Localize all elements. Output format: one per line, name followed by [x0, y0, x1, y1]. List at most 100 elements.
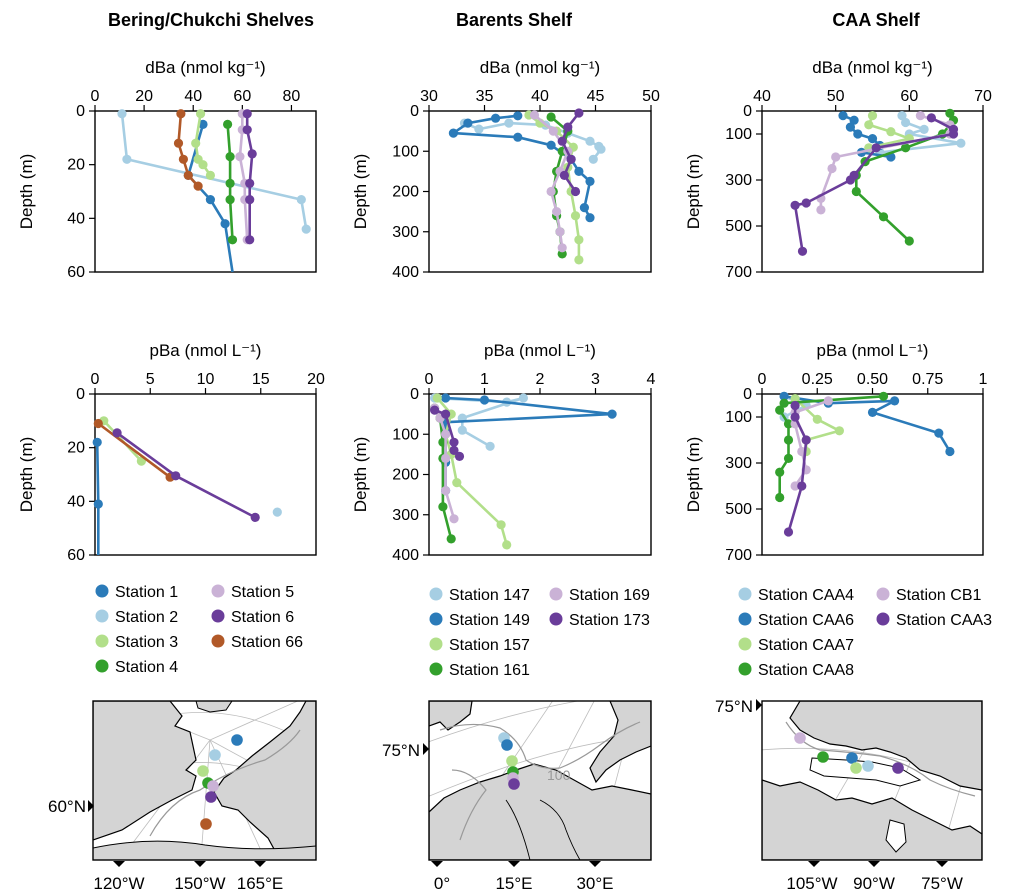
profile-panel-col1-dba: 0 20 40 60 80 0 20 40 60 dBa (nmol kg⁻¹) Depth (m)	[17, 58, 317, 281]
legend-label-station-149: Station 149	[449, 612, 530, 629]
data-point-station-149	[479, 395, 490, 405]
data-point-station-147	[596, 144, 606, 154]
legend-label-station-caa3: Station CAA3	[896, 612, 992, 629]
data-point-station-3	[198, 160, 208, 170]
x-tick-label: 0	[91, 88, 100, 105]
legend-label-station-caa4: Station CAA4	[758, 587, 854, 604]
legend-marker-station-157	[429, 637, 443, 651]
legend-marker-station-caa8	[738, 662, 752, 676]
y-tick-label: 0	[410, 386, 419, 403]
data-point-station-4	[225, 152, 235, 162]
shelf-contour	[785, 721, 976, 797]
data-point-station-4	[225, 195, 235, 205]
profile-panel-col3-pba: 0 0.25 0.50 0.75 1 0 100 300 500 700 pBa (nmol L⁻¹…	[684, 341, 988, 564]
y-tick-label: 400	[392, 264, 419, 281]
series-group	[430, 393, 617, 550]
legend-label-station-161: Station 161	[449, 662, 530, 679]
data-point-station-caa8	[775, 492, 785, 503]
data-point-station-cb1	[827, 163, 837, 174]
data-point-station-149	[448, 128, 458, 138]
data-point-station-66	[178, 154, 188, 164]
y-tick-label: 100	[392, 143, 419, 160]
data-point-station-5	[235, 152, 245, 162]
data-point-station-6	[245, 195, 255, 205]
legend-marker-station-149	[429, 612, 443, 626]
legend-marker-station-caa3	[876, 612, 890, 626]
data-point-station-173	[454, 451, 465, 461]
legend-label-station-147: Station 147	[449, 587, 530, 604]
y-tick-label: 20	[67, 157, 85, 174]
data-point-station-4	[227, 235, 238, 245]
x-tick-label: 0	[758, 371, 767, 388]
data-point-station-cb1	[816, 205, 826, 215]
data-point-station-157	[502, 540, 512, 550]
data-point-station-149	[441, 393, 451, 403]
x-tick-label: 60	[900, 88, 918, 105]
y-tick-label: 700	[725, 264, 752, 281]
shelf-contour	[149, 729, 301, 837]
data-point-station-caa6	[934, 428, 944, 438]
y-tick-label: 0	[743, 386, 752, 403]
data-point-station-169	[552, 207, 562, 217]
data-point-station-66	[193, 181, 203, 191]
plot-frame	[428, 110, 652, 273]
x-tick-label: 40	[531, 88, 549, 105]
data-point-station-147	[588, 154, 598, 164]
shelf-contour	[439, 721, 641, 769]
data-point-station-173	[566, 154, 576, 164]
data-point-station-149	[546, 140, 556, 150]
map-lon-label: 120°W	[93, 874, 144, 893]
map-frame	[761, 700, 983, 861]
legend-label-station-3: Station 3	[115, 634, 178, 651]
data-point-station-caa8	[904, 236, 914, 246]
data-point-station-1	[93, 499, 103, 509]
column-title-caa: CAA Shelf	[832, 10, 920, 30]
data-point-station-caa8	[783, 419, 794, 429]
data-point-station-caa3	[783, 527, 794, 537]
data-point-station-169	[441, 486, 451, 496]
x-tick-label: 0.75	[912, 371, 943, 388]
data-point-station-147	[457, 425, 467, 435]
data-point-station-cb1	[823, 396, 833, 406]
data-point-station-caa3	[801, 435, 811, 445]
y-axis-label: Depth (m)	[684, 437, 703, 513]
data-point-station-161	[438, 502, 448, 512]
legend-marker-station-147	[429, 587, 443, 601]
land-mainland	[762, 779, 982, 860]
data-point-station-6	[245, 235, 255, 245]
land-novaya-zemlya	[589, 701, 651, 784]
data-point-station-149	[463, 118, 473, 128]
station-legends: Station 1 Station 2 Station 3 Station 4 Stat…	[95, 584, 992, 679]
y-tick-label: 40	[67, 210, 85, 227]
lon-marker	[868, 861, 880, 867]
lat-marker	[88, 800, 94, 812]
data-point-station-173	[574, 108, 584, 118]
data-point-station-157	[570, 211, 581, 221]
contour-label: 100	[547, 767, 571, 783]
data-point-station-149	[574, 166, 584, 176]
data-point-station-147	[485, 441, 495, 451]
data-point-station-157	[574, 255, 584, 265]
legend-label-station-173: Station 173	[569, 612, 650, 629]
data-point-station-6	[245, 178, 255, 188]
x-tick-label: 1	[480, 371, 489, 388]
x-tick-label: 4	[647, 371, 656, 388]
legend-label-station-157: Station 157	[449, 637, 530, 654]
data-point-station-caa3	[845, 175, 856, 185]
y-tick-label: 100	[725, 409, 752, 426]
legend-label-station-caa8: Station CAA8	[758, 662, 854, 679]
y-axis-label: Depth (m)	[684, 154, 703, 230]
map-station-dot	[209, 749, 221, 761]
legend-marker-station-caa7	[738, 637, 752, 651]
y-tick-label: 100	[725, 126, 752, 143]
data-point-station-173	[441, 409, 451, 419]
map-lon-label: 90°W	[853, 874, 895, 893]
data-point-station-caa8	[851, 186, 861, 197]
y-tick-label: 0	[743, 103, 752, 120]
map-station-dot	[200, 818, 212, 830]
map-station-dot	[846, 752, 858, 764]
map-lon-label: 75°W	[921, 874, 963, 893]
data-point-station-caa6	[849, 115, 859, 125]
